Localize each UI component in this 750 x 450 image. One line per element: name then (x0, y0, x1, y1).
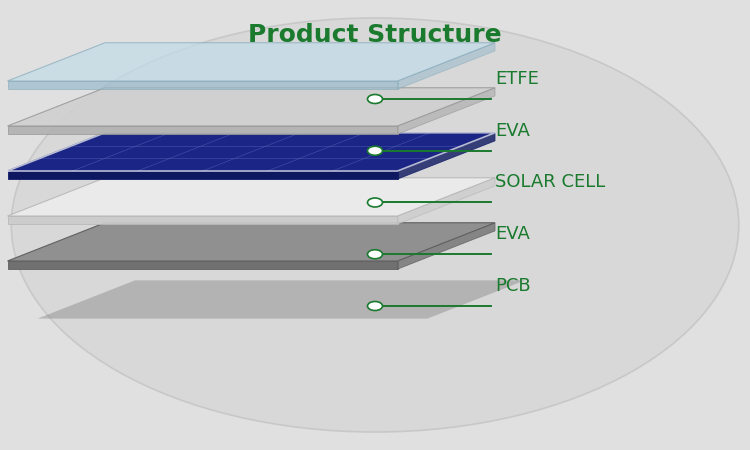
Polygon shape (8, 133, 495, 171)
Text: Product Structure: Product Structure (248, 22, 502, 46)
Text: SOLAR CELL: SOLAR CELL (495, 173, 605, 191)
Ellipse shape (11, 18, 739, 432)
Polygon shape (8, 261, 398, 269)
Text: EVA: EVA (495, 122, 530, 140)
Polygon shape (398, 178, 495, 224)
Polygon shape (398, 223, 495, 269)
Circle shape (368, 302, 382, 310)
Text: PCB: PCB (495, 277, 531, 295)
Polygon shape (8, 88, 495, 126)
Polygon shape (398, 88, 495, 134)
Circle shape (368, 146, 382, 155)
Polygon shape (8, 223, 495, 261)
Circle shape (368, 198, 382, 207)
Circle shape (368, 94, 382, 104)
Polygon shape (8, 216, 398, 224)
Text: EVA: EVA (495, 225, 530, 243)
Text: ETFE: ETFE (495, 70, 538, 88)
Polygon shape (398, 43, 495, 89)
Polygon shape (8, 171, 398, 179)
Polygon shape (8, 178, 495, 216)
Polygon shape (8, 81, 398, 89)
Polygon shape (8, 126, 398, 134)
Polygon shape (398, 133, 495, 179)
Circle shape (368, 250, 382, 259)
Polygon shape (8, 43, 495, 81)
Polygon shape (38, 280, 525, 319)
